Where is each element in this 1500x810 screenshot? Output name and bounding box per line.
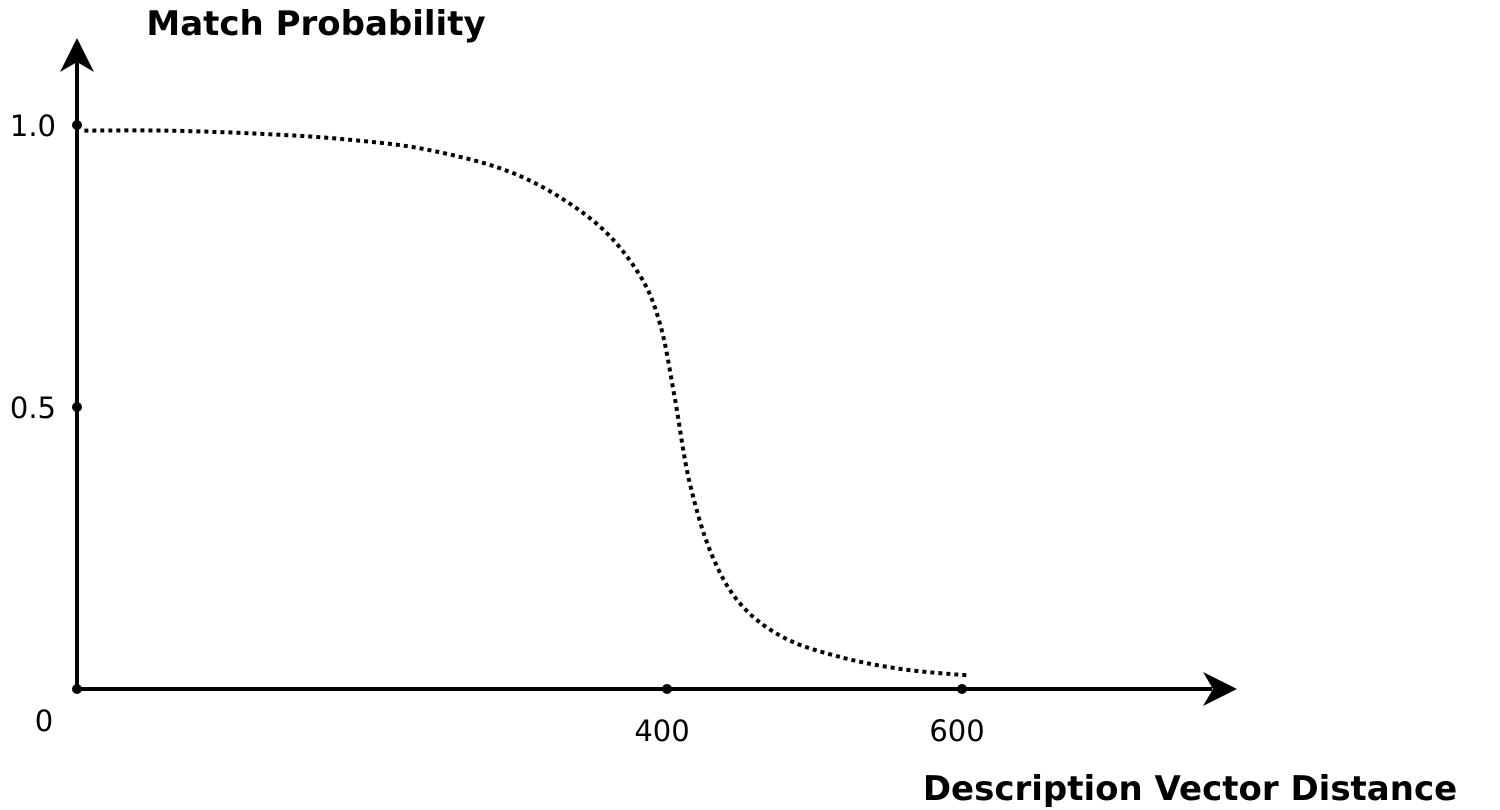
y-axis-title: Match Probability	[146, 4, 485, 44]
probability-curve	[84, 128, 972, 678]
y-tick-label: 0.5	[10, 391, 56, 425]
y-tick-dot	[72, 120, 82, 130]
x-tick-label: 600	[929, 714, 984, 748]
x-axis-title: Description Vector Distance	[923, 769, 1457, 809]
origin-label: 0	[35, 704, 53, 738]
x-tick-dot	[957, 684, 967, 694]
axes	[60, 38, 1237, 706]
y-axis-arrowhead	[60, 38, 94, 72]
origin-dot	[72, 684, 82, 694]
labels: Match Probability Description Vector Dis…	[35, 4, 1457, 809]
ticks: 400 600 0.5 1.0	[10, 109, 985, 748]
x-tick-dot	[662, 684, 672, 694]
series	[84, 128, 972, 678]
y-tick-label: 1.0	[10, 109, 56, 143]
y-tick-dot	[72, 402, 82, 412]
x-axis-arrowhead	[1203, 672, 1237, 706]
x-tick-label: 400	[634, 714, 689, 748]
